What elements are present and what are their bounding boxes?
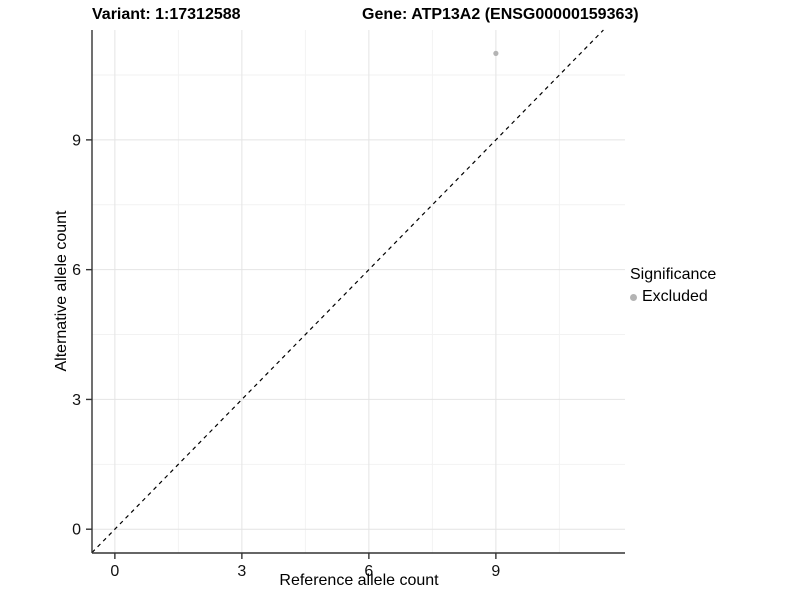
y-tick-label: 0 [72, 522, 81, 539]
gene-title: Gene: ATP13A2 (ENSG00000159363) [362, 6, 639, 23]
x-axis-title: Reference allele count [279, 572, 439, 589]
y-tick-label: 9 [72, 132, 81, 149]
x-tick-label: 3 [237, 563, 246, 580]
legend-item-label: Excluded [642, 288, 708, 305]
data-point [493, 50, 499, 56]
x-tick-label: 9 [491, 563, 500, 580]
identity-dashed-line [91, 29, 604, 553]
legend-item-excluded: Excluded [630, 288, 716, 306]
legend: Significance Excluded [630, 266, 716, 306]
y-tick-label: 6 [72, 262, 81, 279]
legend-point-icon [630, 293, 637, 301]
y-tick-label: 3 [72, 392, 81, 409]
y-axis-title: Alternative allele count [53, 210, 70, 372]
x-tick-label: 6 [364, 563, 373, 580]
x-tick-label: 0 [110, 563, 119, 580]
legend-title: Significance [630, 266, 717, 283]
variant-title: Variant: 1:17312588 [92, 6, 241, 23]
